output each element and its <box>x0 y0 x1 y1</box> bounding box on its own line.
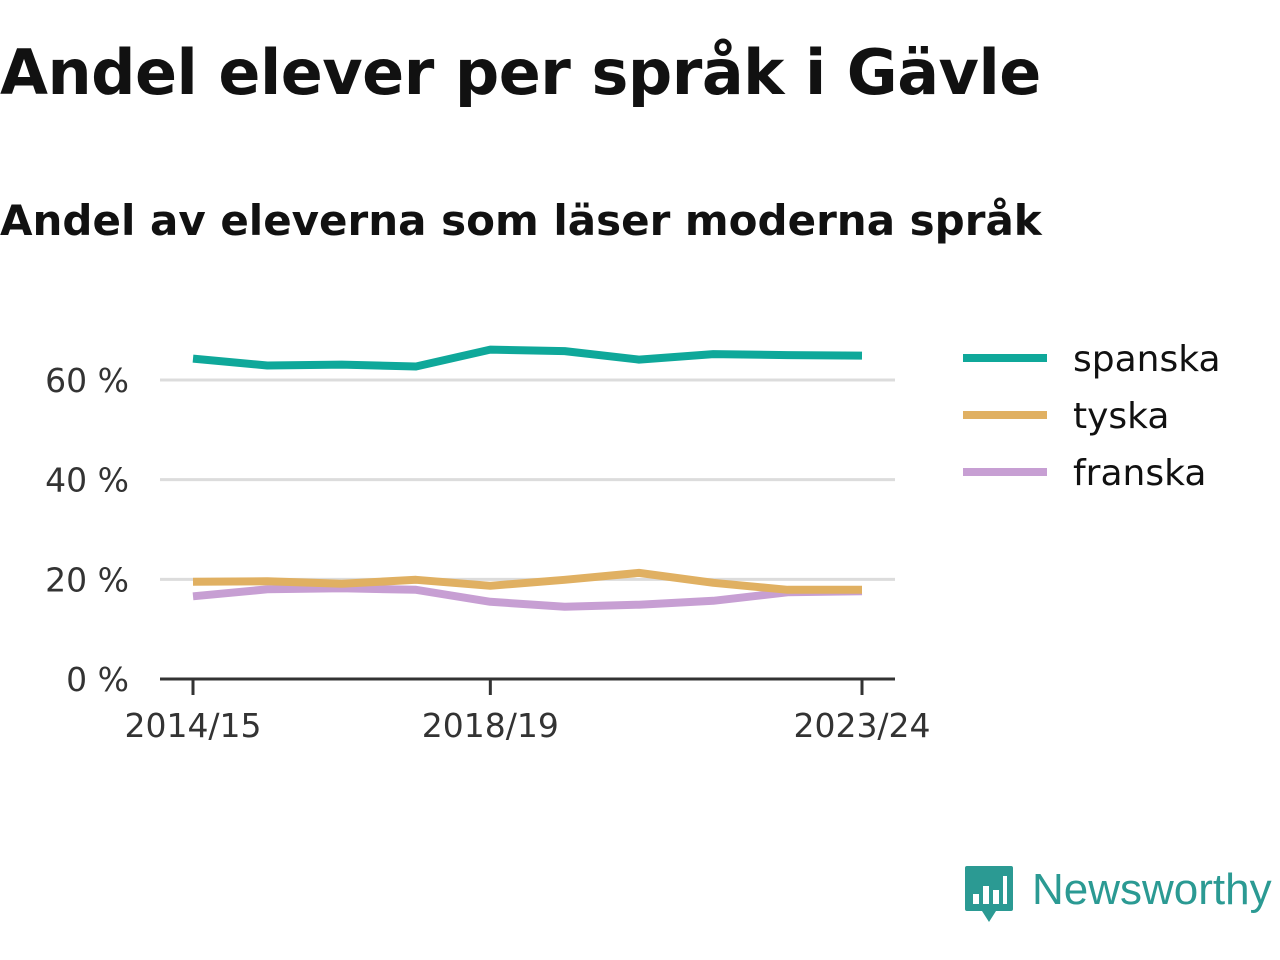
chart-title: Andel elever per språk i Gävle <box>0 36 1041 109</box>
y-tick-label: 20 % <box>45 560 129 599</box>
series-line-spanska <box>192 345 863 371</box>
y-tick-label: 40 % <box>45 461 129 500</box>
x-axis: 2014/15 2018/19 2023/24 <box>124 677 931 745</box>
x-tick-label: 2023/24 <box>793 706 930 745</box>
x-tick-label: 2018/19 <box>422 706 559 745</box>
brand-name: Newsworthy <box>1032 865 1272 914</box>
chart-subtitle: Andel av eleverna som läser moderna språ… <box>0 196 1042 245</box>
x-tick-label: 2014/15 <box>124 706 261 745</box>
series-line-tyska <box>192 568 862 594</box>
gridlines <box>160 378 895 581</box>
y-tick-label: 0 % <box>66 660 129 699</box>
legend: spanska tyska franska <box>963 339 1221 494</box>
newsworthy-logo-icon <box>965 866 1013 922</box>
y-axis-labels: 0 % 20 % 40 % 60 % <box>45 361 129 699</box>
legend-label: franska <box>1073 453 1206 494</box>
legend-label: spanska <box>1073 339 1221 380</box>
series-line-franska <box>192 584 863 611</box>
legend-label: tyska <box>1073 396 1169 437</box>
newsworthy-logo: Newsworthy <box>964 864 1272 926</box>
series-lines <box>192 345 863 611</box>
y-tick-label: 60 % <box>45 361 129 400</box>
